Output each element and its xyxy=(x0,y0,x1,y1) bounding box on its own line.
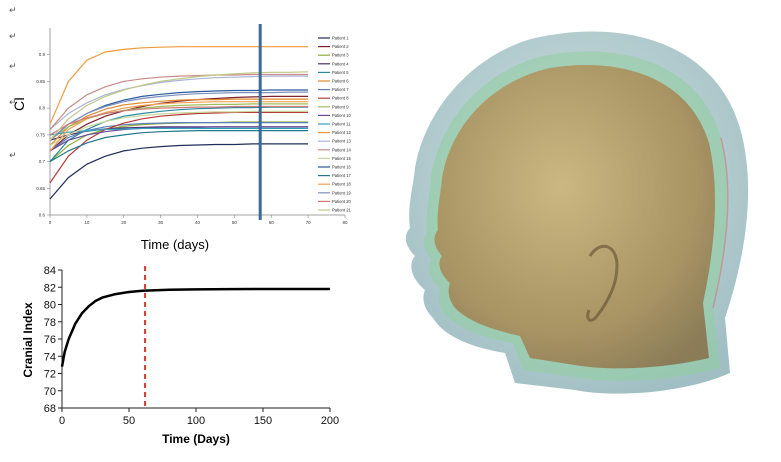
y-axis-label: Cranial Index xyxy=(21,302,35,378)
x-tick-label: 80 xyxy=(342,220,348,225)
x-tick-label: 0 xyxy=(49,220,52,225)
legend-label: Patient 20 xyxy=(332,199,352,204)
x-tick-label: 150 xyxy=(254,415,272,427)
legend-label: Patient 9 xyxy=(332,104,349,109)
series-line xyxy=(49,71,309,141)
legend-label: Patient 19 xyxy=(332,190,352,195)
series-line xyxy=(49,126,309,152)
y-tick-label: 0.9 xyxy=(39,52,46,57)
x-tick-label: 50 xyxy=(123,415,135,427)
legend-label: Patient 16 xyxy=(332,165,352,170)
x-tick-label: 200 xyxy=(321,415,339,427)
series-line xyxy=(49,46,309,125)
legend-label: Patient 4 xyxy=(332,61,349,66)
series-line xyxy=(49,110,309,147)
x-tick-label: 50 xyxy=(232,220,238,225)
paragraph-mark: ↵ xyxy=(9,151,17,161)
y-tick-label: 0.85 xyxy=(36,79,45,84)
inner-head-surface xyxy=(434,65,716,369)
series-line xyxy=(49,98,309,146)
series-line xyxy=(49,91,309,141)
rim-highlight xyxy=(712,137,729,309)
x-tick-label: 70 xyxy=(306,220,312,225)
y-tick-label: 80 xyxy=(44,300,56,312)
paragraph-mark: ↵ xyxy=(9,32,17,42)
legend-label: Patient 1 xyxy=(332,36,349,41)
y-tick-label: 70 xyxy=(44,386,56,398)
legend-label: Patient 12 xyxy=(332,130,352,135)
legend-label: Patient 18 xyxy=(332,182,352,187)
legend-label: Patient 7 xyxy=(332,87,349,92)
series-line xyxy=(49,95,309,152)
series-line xyxy=(49,75,309,130)
y-tick-label: 78 xyxy=(44,317,56,329)
x-tick-label: 0 xyxy=(59,415,65,427)
x-axis-label: Time (Days) xyxy=(162,432,230,446)
paragraph-mark: ↵ xyxy=(9,98,17,108)
legend-label: Patient 2 xyxy=(332,44,349,49)
series-line xyxy=(49,73,309,130)
head-model-render xyxy=(405,31,749,394)
legend-label: Patient 8 xyxy=(332,96,349,101)
legend-label: Patient 17 xyxy=(332,173,352,178)
series-line xyxy=(49,130,309,163)
x-tick-label: 60 xyxy=(269,220,275,225)
y-tick-label: 0.6 xyxy=(39,213,46,218)
legend-label: Patient 21 xyxy=(332,208,352,213)
y-tick-label: 0.7 xyxy=(39,159,46,164)
patient-ci-chart: CI Time (days) 0 10 20 30 40 50 60 70 80 0.6 0.65 0… xyxy=(11,24,352,252)
series-line xyxy=(49,105,309,136)
legend-label: Patient 11 xyxy=(332,122,351,127)
legend-label: Patient 6 xyxy=(332,79,349,84)
series-line xyxy=(49,111,309,184)
y-tick-label: 82 xyxy=(44,282,56,294)
series-line xyxy=(49,121,309,152)
x-tick-label: 10 xyxy=(84,220,90,225)
y-tick-label: 0.8 xyxy=(39,106,46,111)
ear-detail xyxy=(586,244,619,322)
y-tick-label: 68 xyxy=(44,403,56,415)
legend-label: Patient 13 xyxy=(332,139,352,144)
series-line xyxy=(49,143,309,200)
legend-label: Patient 10 xyxy=(332,113,352,118)
y-tick-label: 74 xyxy=(44,351,56,363)
legend-label: Patient 14 xyxy=(332,147,352,152)
cranial-index-line xyxy=(60,287,330,367)
x-tick-label: 30 xyxy=(158,220,164,225)
x-tick-label: 100 xyxy=(187,415,205,427)
x-tick-label: 40 xyxy=(195,220,201,225)
x-axis-label: Time (days) xyxy=(141,237,209,252)
series-line xyxy=(49,106,309,162)
cranial-index-chart: Cranial Index Time (Days) 0 50 100 150 200 68… xyxy=(21,265,339,446)
series-line xyxy=(49,127,309,136)
legend-label: Patient 15 xyxy=(332,156,352,161)
legend-label: Patient 5 xyxy=(332,70,349,75)
y-axis-label: CI xyxy=(11,97,27,111)
y-tick-label: 72 xyxy=(44,369,56,381)
y-tick-label: 76 xyxy=(44,334,56,346)
paragraph-mark: ↵ xyxy=(9,62,17,72)
paragraph-mark: ↵ xyxy=(9,6,17,16)
x-tick-label: 20 xyxy=(121,220,127,225)
y-tick-label: 0.65 xyxy=(36,186,45,191)
legend-label: Patient 3 xyxy=(332,53,349,58)
y-tick-label: 84 xyxy=(44,265,56,277)
y-tick-label: 0.75 xyxy=(36,132,45,137)
